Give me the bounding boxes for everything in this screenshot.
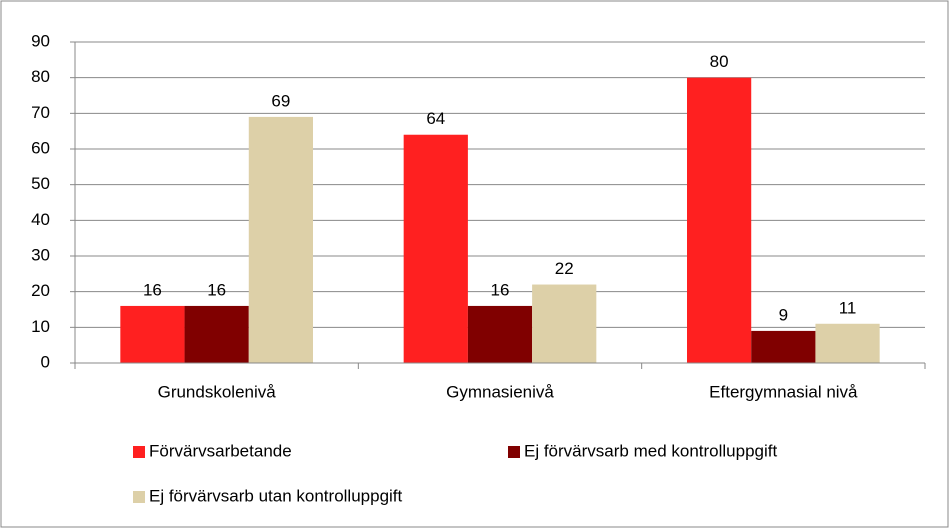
bar: [815, 323, 880, 363]
x-tick-label: Grundskolenivå: [158, 382, 277, 401]
legend-label: Ej förvärvsarb utan kontrolluppgift: [149, 486, 403, 505]
x-tick-label: Eftergymnasial nivå: [709, 382, 858, 401]
value-label: 11: [839, 298, 857, 317]
y-tick-label: 10: [31, 317, 50, 336]
y-tick-label: 60: [31, 138, 50, 157]
y-tick-label: 30: [31, 245, 50, 264]
bar: [687, 77, 752, 364]
legend-swatch: [133, 446, 145, 458]
value-label: 64: [426, 109, 445, 128]
y-tick-label: 0: [41, 352, 50, 371]
y-tick-label: 80: [31, 67, 50, 86]
bar: [184, 305, 249, 363]
y-tick-label: 40: [31, 210, 50, 229]
value-label: 16: [491, 280, 510, 299]
bar: [532, 284, 597, 363]
y-tick-label: 90: [31, 31, 50, 50]
bar: [248, 116, 313, 364]
legend-label: Förvärvsarbetande: [149, 441, 292, 460]
value-label: 80: [710, 52, 729, 71]
legend-swatch: [508, 446, 520, 458]
y-tick-label: 50: [31, 174, 50, 193]
bar: [403, 134, 468, 363]
value-label: 9: [779, 305, 788, 324]
value-label: 69: [271, 91, 290, 110]
y-tick-label: 70: [31, 103, 50, 122]
value-label: 22: [555, 259, 574, 278]
bar: [120, 305, 185, 363]
legend-label: Ej förvärvsarb med kontrolluppgift: [524, 441, 778, 460]
value-label: 16: [143, 280, 162, 299]
bar: [751, 330, 816, 363]
value-label: 16: [207, 280, 226, 299]
bar: [467, 305, 533, 363]
y-tick-label: 20: [31, 281, 50, 300]
legend-swatch: [133, 491, 145, 503]
x-tick-label: Gymnasienivå: [446, 382, 554, 401]
